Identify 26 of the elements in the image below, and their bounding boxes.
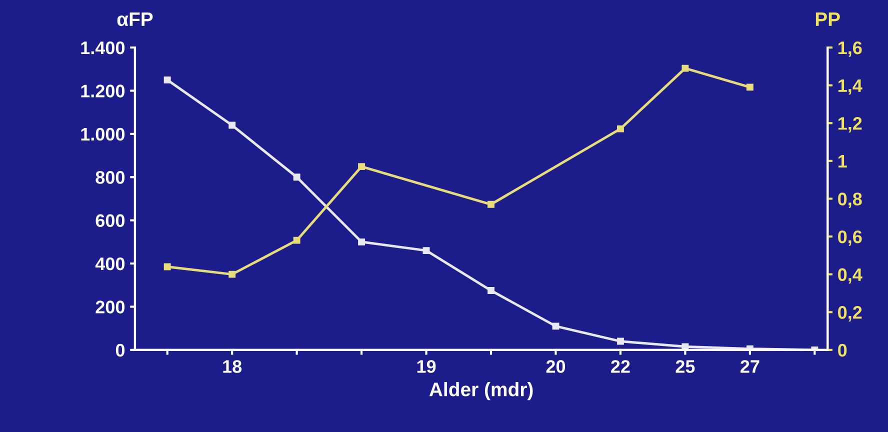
y-tick-label: 200	[96, 300, 125, 314]
x-tick-label: 19	[417, 360, 436, 373]
y-tick-label: 1.200	[81, 84, 125, 98]
x-axis-title: Alder (mdr)	[429, 382, 533, 400]
x-tick-label: 20	[546, 360, 566, 373]
y-axis-title: αFP	[117, 12, 153, 26]
x-tick-label: 25	[676, 360, 695, 373]
x-tick-label: 18	[223, 360, 242, 373]
y-tick-label: 1.000	[81, 128, 125, 141]
y2-tick-label: 0,8	[838, 192, 862, 208]
y-tick-label: 1.400	[81, 41, 125, 54]
y2-tick-label: 0,2	[838, 306, 862, 322]
y2-tick-label: 1	[838, 155, 847, 168]
x-tick-label: 27	[740, 360, 760, 373]
y-tick-label: 0	[116, 344, 125, 357]
y-tick-label: 800	[96, 171, 125, 184]
y2-tick-label: 0	[838, 344, 847, 357]
y2-tick-label: 1,4	[838, 79, 862, 95]
y-tick-label: 600	[96, 214, 125, 228]
x-tick-label: 22	[611, 360, 630, 373]
y2-axis-title: PP	[816, 12, 840, 26]
y2-tick-label: 1,6	[838, 41, 862, 57]
y-tick-label: 400	[95, 257, 125, 270]
y2-tick-label: 1,2	[838, 117, 862, 132]
y2-tick-label: 0,4	[838, 268, 862, 284]
y2-tick-label: 0,6	[838, 230, 862, 246]
